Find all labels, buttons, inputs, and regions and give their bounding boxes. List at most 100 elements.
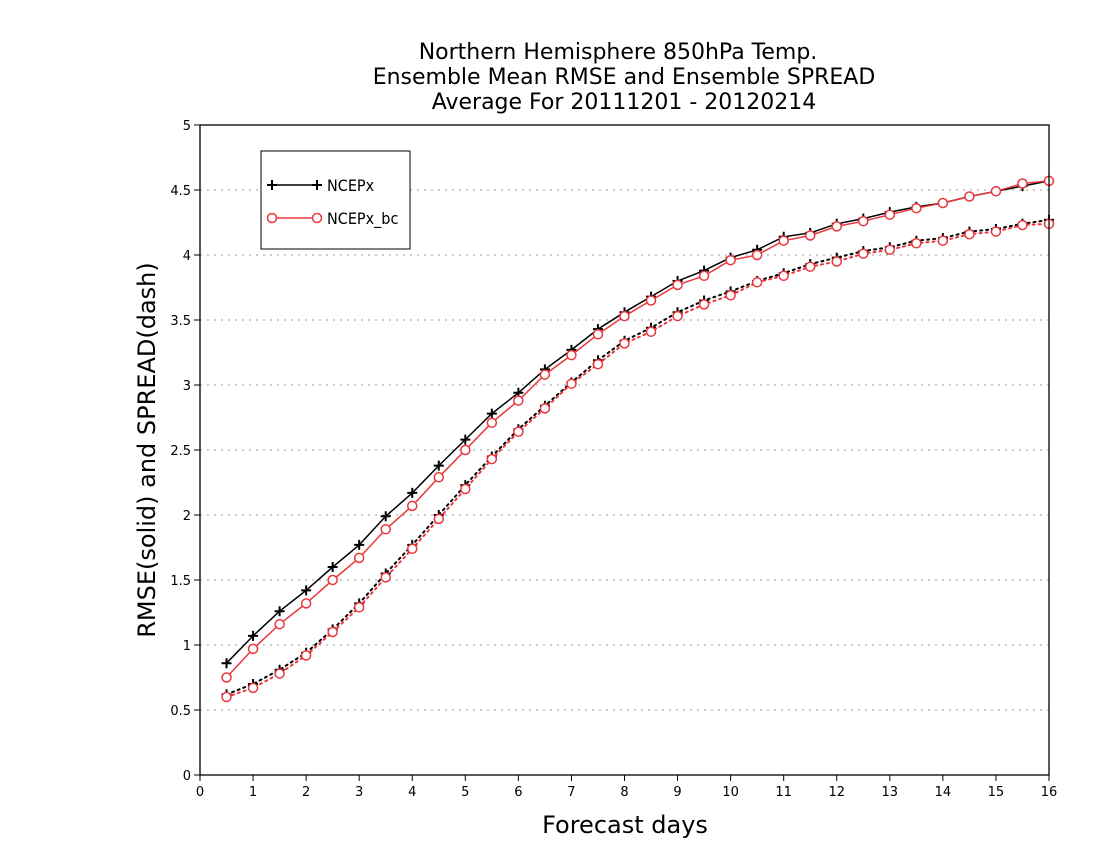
data-point-NCEPx_bc-rmse [831,221,842,232]
data-point-NCEPx_bc-rmse [221,672,232,683]
data-point-NCEPx_bc-spread [725,290,736,301]
y-tick-label: 2.5 [170,444,191,459]
data-point-NCEPx_bc-rmse [672,279,683,291]
chart-title: Northern Hemisphere 850hPa Temp. Ensembl… [373,40,876,115]
data-point-NCEPx_bc-spread [353,602,365,613]
data-point-NCEPx-rmse [380,511,391,522]
data-point-NCEPx-rmse [327,562,338,572]
data-point-NCEPx_bc-spread [221,691,232,703]
data-point-NCEPx_bc-spread [911,238,922,249]
x-tick-labels: 0 1 2 3 4 5 6 7 8 9 10 11 12 13 14 15 16 [196,785,1057,800]
data-point-NCEPx_bc-rmse [247,643,259,655]
y-tick-label: 4.5 [170,184,191,199]
y-tick-label: 2 [183,509,191,524]
data-point-NCEPx_bc-rmse [592,329,604,340]
data-point-NCEPx_bc-rmse [380,524,391,535]
series-line-NCEPx-rmse [225,180,1050,664]
x-tick-label: 10 [722,785,739,800]
data-point-NCEPx-rmse [274,606,285,617]
data-point-NCEPx_bc-spread [566,378,577,389]
data-point-NCEPx_bc-spread [486,453,498,465]
data-point-NCEPx-rmse [354,539,365,550]
data-point-NCEPx_bc-spread [513,426,524,438]
data-point-NCEPx_bc-spread [990,226,1002,237]
legend-marker-ncepx-bc-circle-icon [266,212,278,224]
x-tick-label: 2 [302,785,310,800]
title-line-2: Ensemble Mean RMSE and Ensemble SPREAD [373,65,876,90]
x-tick-label: 4 [408,785,416,800]
x-tick-label: 15 [988,785,1005,800]
series-layer [221,175,1055,703]
data-point-NCEPx_bc-rmse [804,230,816,241]
series-NCEPx-spread [221,214,1054,700]
data-point-NCEPx_bc-spread [937,235,949,246]
data-point-NCEPx_bc-rmse [725,254,736,266]
y-tick-label: 3.5 [170,314,191,329]
data-point-NCEPx-rmse [433,460,444,471]
series-line-NCEPx_bc-rmse [225,180,1050,679]
data-point-NCEPx_bc-spread [380,572,391,583]
x-tick-label: 7 [567,785,575,800]
data-point-NCEPx_bc-rmse [884,209,896,220]
data-point-NCEPx_bc-rmse [486,417,498,428]
data-point-NCEPx_bc-rmse [964,191,975,202]
data-point-NCEPx_bc-spread [407,543,418,555]
series-NCEPx_bc-spread [221,218,1055,703]
data-point-NCEPx_bc-spread [831,256,842,267]
data-point-NCEPx_bc-spread [274,668,285,679]
data-point-NCEPx_bc-spread [539,403,551,414]
data-point-NCEPx-rmse [486,408,497,419]
series-line-NCEPx_bc-spread [225,222,1050,698]
title-line-1: Northern Hemisphere 850hPa Temp. [419,40,818,65]
x-tick-label: 6 [514,785,522,800]
data-point-NCEPx_bc-rmse [513,395,524,406]
data-point-NCEPx_bc-spread [1017,219,1028,231]
data-point-NCEPx_bc-spread [698,299,710,310]
data-point-NCEPx-rmse [301,585,312,596]
data-point-NCEPx_bc-spread [778,270,789,282]
data-point-NCEPx_bc-rmse [1017,178,1028,189]
data-point-NCEPx_bc-rmse [566,349,577,361]
x-tick-label: 11 [775,785,792,800]
x-tick-label: 12 [828,785,845,800]
y-tick-label: 4 [183,249,191,264]
y-tick-label: 0.5 [170,704,191,719]
data-point-NCEPx_bc-spread [247,682,259,694]
legend-box [260,150,411,250]
legend: NCEPx NCEPx_bc [260,150,411,250]
x-tick-label: 8 [620,785,628,800]
data-point-NCEPx_bc-rmse [937,197,949,209]
data-point-NCEPx_bc-rmse [698,270,710,282]
data-point-NCEPx_bc-rmse [433,472,445,483]
y-tick-label: 0 [183,769,191,784]
data-point-NCEPx_bc-rmse [645,295,657,306]
legend-marker-ncepx-plus-icon [267,180,322,190]
data-point-NCEPx_bc-spread [300,650,312,661]
y-tick-label: 1.5 [170,574,191,589]
data-point-NCEPx_bc-rmse [778,235,789,246]
data-point-NCEPx_bc-spread [751,277,763,288]
data-point-NCEPx_bc-rmse [460,444,471,456]
series-NCEPx-rmse [221,175,1054,669]
data-point-NCEPx_bc-spread [460,483,471,495]
data-point-NCEPx_bc-rmse [751,249,763,261]
y-gridlines [200,189,1049,711]
y-tick-labels: 0 0.5 1 1.5 2 2.5 3 3.5 4 4.5 5 [170,119,191,784]
data-point-NCEPx_bc-spread [619,338,630,349]
data-point-NCEPx_bc-rmse [990,186,1002,197]
data-point-NCEPx_bc-rmse [300,598,312,609]
y-tick-label: 3 [183,379,191,394]
axis-ticks [194,124,1050,781]
x-tick-label: 14 [935,785,952,800]
data-point-NCEPx_bc-rmse [911,202,922,214]
y-tick-label: 1 [183,639,191,654]
x-tick-label: 9 [673,785,681,800]
y-tick-label: 5 [183,119,191,134]
data-point-NCEPx-rmse [221,658,232,669]
x-axis-label: Forecast days [542,811,708,839]
data-point-NCEPx_bc-rmse [327,574,338,586]
data-point-NCEPx-rmse [407,487,418,498]
data-point-NCEPx_bc-rmse [858,215,869,227]
legend-label-ncepx-bc: NCEPx_bc [327,209,398,229]
